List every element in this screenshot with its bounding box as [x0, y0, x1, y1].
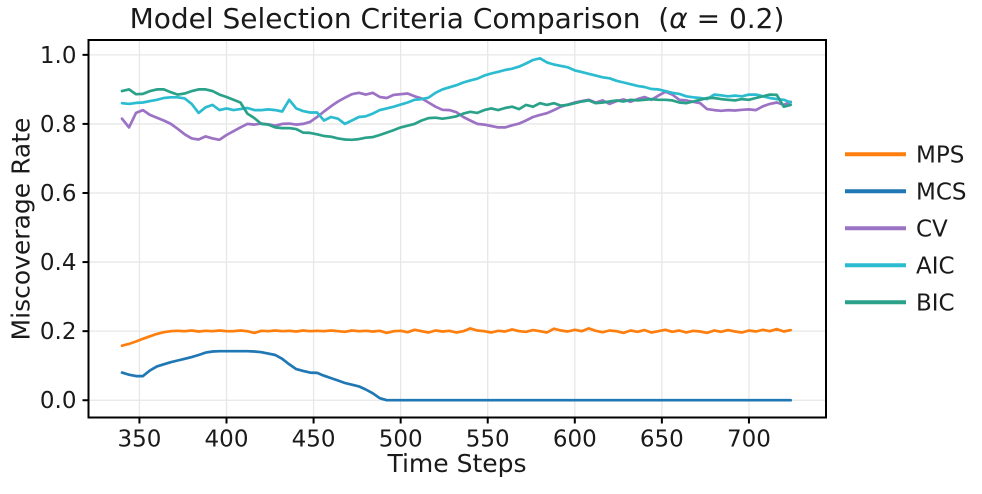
series-line-mcs [120, 349, 793, 402]
chart-title: Model Selection Criteria Comparison (α =… [0, 2, 914, 35]
legend-label-mcs: MCS [916, 179, 967, 205]
series-line-cv [120, 90, 793, 142]
y-tick-label: 0.2 [40, 319, 77, 345]
chart-title-text: Model Selection Criteria Comparison ( [129, 2, 670, 35]
y-tick-label: 0.8 [40, 112, 77, 138]
x-tick-label: 400 [205, 427, 249, 453]
x-tick-label: 500 [379, 427, 423, 453]
y-tick-label: 0.4 [40, 250, 77, 276]
alpha-symbol: α [669, 2, 688, 35]
x-tick-label: 650 [640, 427, 684, 453]
axes-spines [87, 39, 827, 419]
legend-label-bic: BIC [916, 290, 955, 316]
y-tick-label: 1.0 [40, 43, 77, 69]
legend-label-aic: AIC [916, 253, 955, 279]
y-axis-label: Miscoverage Rate [6, 117, 36, 341]
x-tick-label: 550 [466, 427, 510, 453]
x-tick-label: 350 [117, 427, 161, 453]
x-axis-label: Time Steps [387, 449, 527, 478]
legend-label-mps: MPS [916, 142, 964, 168]
x-tick-label: 700 [727, 427, 771, 453]
series-line-aic [120, 56, 793, 126]
x-tick-label: 600 [553, 427, 597, 453]
chart-title-suffix: = 0.2) [687, 2, 785, 35]
series-line-bic [120, 88, 793, 142]
y-tick-label: 0.6 [40, 181, 77, 207]
y-tick-label: 0.0 [40, 388, 77, 414]
x-tick-label: 450 [292, 427, 336, 453]
series-line-mps [120, 327, 793, 348]
legend-label-cv: CV [916, 216, 948, 242]
